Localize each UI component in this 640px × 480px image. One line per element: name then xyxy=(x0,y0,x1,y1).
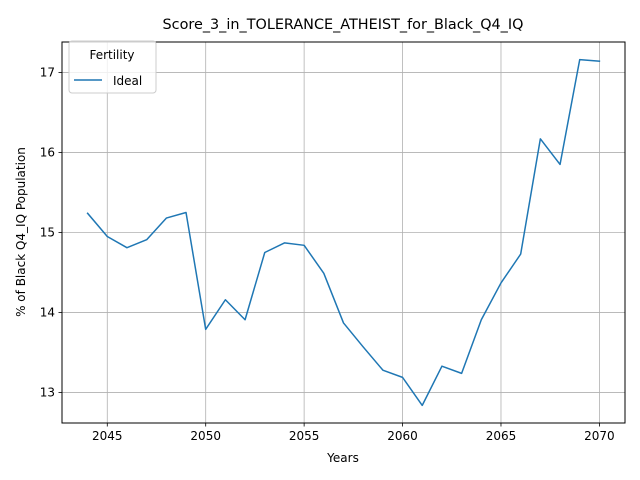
y-tick-label: 17 xyxy=(40,65,55,79)
x-tick-label: 2060 xyxy=(387,429,418,443)
x-tick-label: 2050 xyxy=(190,429,221,443)
y-axis: 13 14 15 16 17 xyxy=(40,65,62,400)
y-tick-label: 13 xyxy=(40,386,55,400)
y-axis-label: % of Black Q4_IQ Population xyxy=(14,147,28,317)
chart-title: Score_3_in_TOLERANCE_ATHEIST_for_Black_Q… xyxy=(163,17,524,33)
legend: Fertility Ideal xyxy=(68,40,157,94)
x-axis: 2045 2050 2055 2060 2065 2070 xyxy=(92,423,615,443)
x-tick-label: 2045 xyxy=(92,429,123,443)
legend-title: Fertility xyxy=(89,48,134,62)
y-tick-label: 14 xyxy=(40,306,55,320)
series-line-ideal xyxy=(86,58,601,407)
y-tick-label: 16 xyxy=(40,145,55,159)
series-layer xyxy=(86,58,601,407)
x-tick-label: 2070 xyxy=(584,429,615,443)
x-tick-label: 2065 xyxy=(486,429,517,443)
y-tick-label: 15 xyxy=(40,226,55,240)
legend-label-ideal: Ideal xyxy=(113,74,142,88)
grid xyxy=(62,42,625,423)
x-tick-label: 2055 xyxy=(289,429,320,443)
x-axis-label: Years xyxy=(326,451,359,465)
